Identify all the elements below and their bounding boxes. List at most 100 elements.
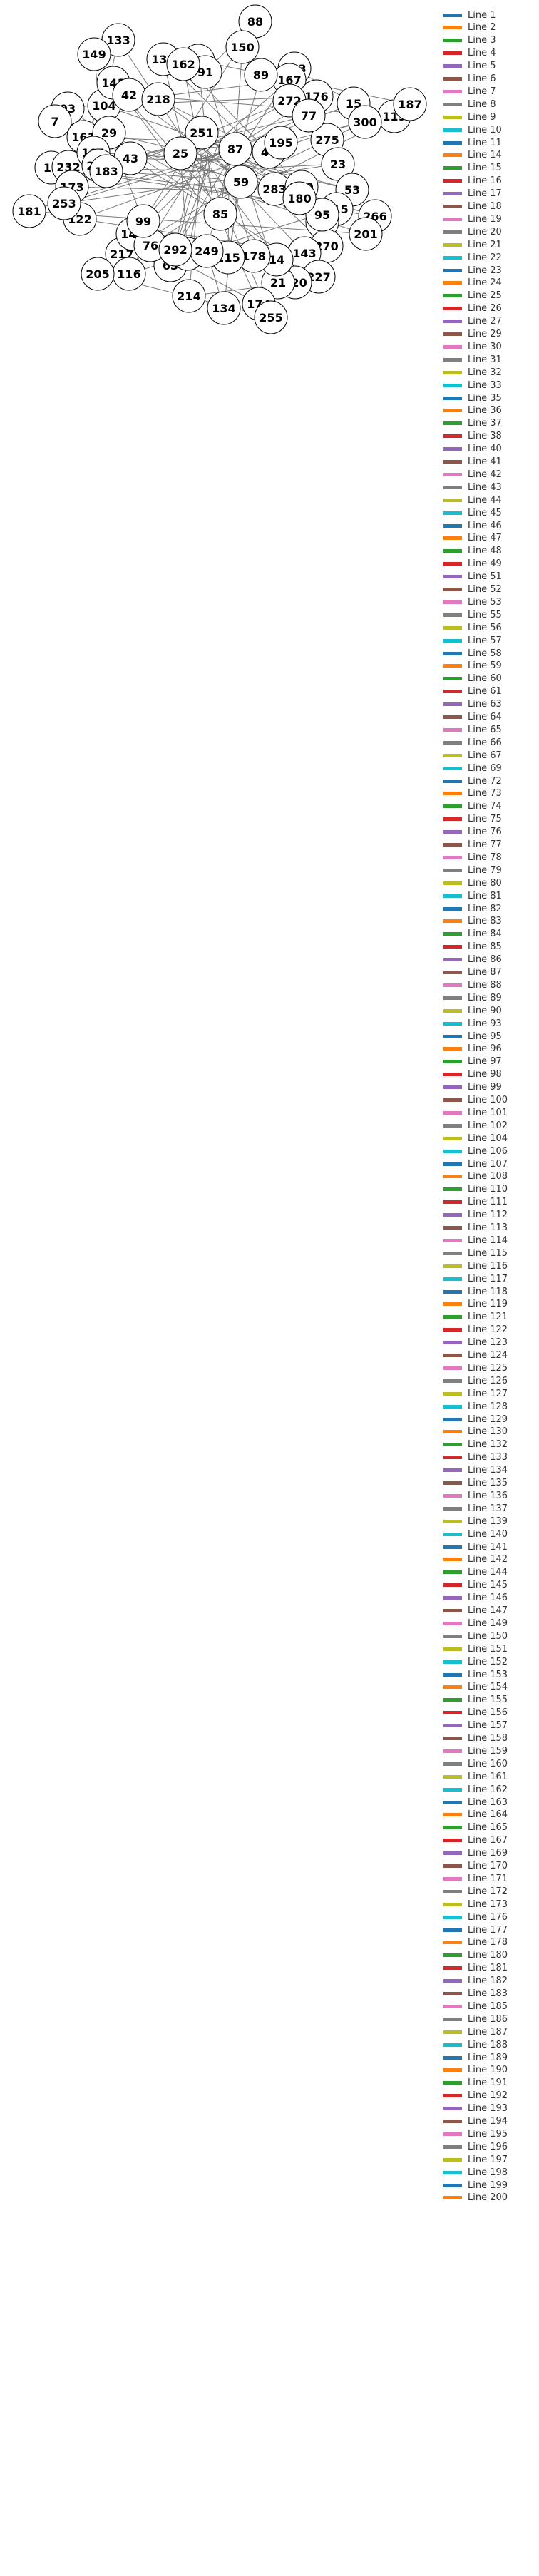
legend-swatch — [443, 2157, 462, 2162]
node-label: 292 — [163, 243, 187, 257]
legend-item: Line 65 — [443, 725, 502, 735]
node-label: 300 — [353, 116, 376, 129]
legend-label: Line 196 — [468, 2141, 508, 2152]
legend-label: Line 165 — [468, 1822, 508, 1834]
legend-item: Line 111 — [443, 1197, 508, 1207]
legend-swatch — [443, 1506, 462, 1511]
legend-label: Line 53 — [468, 596, 502, 608]
legend-item: Line 170 — [443, 1861, 508, 1871]
node-label: 88 — [247, 15, 263, 29]
legend-item: Line 177 — [443, 1925, 508, 1936]
legend-item: Line 127 — [443, 1389, 508, 1399]
graph-node: 255 — [254, 300, 288, 334]
legend-item: Line 29 — [443, 329, 502, 339]
graph-node: 251 — [185, 116, 219, 150]
graph-node: 134 — [207, 291, 241, 325]
legend-item: Line 137 — [443, 1503, 508, 1514]
legend-item: Line 160 — [443, 1759, 508, 1769]
graph-edge — [63, 150, 242, 204]
legend-swatch — [443, 1123, 462, 1128]
legend-swatch — [443, 1187, 462, 1192]
legend-item: Line 162 — [443, 1784, 508, 1795]
legend-label: Line 59 — [468, 660, 502, 672]
legend-label: Line 44 — [468, 494, 502, 506]
legend-swatch — [443, 2183, 462, 2187]
legend-item: Line 76 — [443, 827, 502, 837]
legend-item: Line 158 — [443, 1733, 508, 1744]
legend-swatch — [443, 1698, 462, 1702]
legend-label: Line 137 — [468, 1503, 508, 1514]
legend-swatch — [443, 1621, 462, 1625]
legend-label: Line 32 — [468, 367, 502, 378]
legend-swatch — [443, 1660, 462, 1664]
legend-swatch — [443, 1391, 462, 1396]
legend-item: Line 48 — [443, 546, 502, 556]
legend-item: Line 163 — [443, 1796, 508, 1808]
legend-label: Line 30 — [468, 341, 502, 352]
legend-item: Line 86 — [443, 954, 502, 965]
legend-label: Line 193 — [468, 2103, 508, 2115]
legend-swatch — [443, 715, 462, 719]
graph-node: 181 — [12, 194, 46, 228]
legend-item: Line 139 — [443, 1516, 508, 1527]
legend-item: Line 97 — [443, 1056, 502, 1067]
node-label: 42 — [121, 88, 137, 102]
legend-swatch — [443, 613, 462, 617]
legend-label: Line 116 — [468, 1260, 508, 1272]
legend-label: Line 195 — [468, 2128, 508, 2140]
legend-swatch — [443, 1826, 462, 1830]
legend-label: Line 79 — [468, 864, 502, 876]
legend-swatch — [443, 1889, 462, 1893]
legend-swatch — [443, 1175, 462, 1179]
legend-swatch — [443, 447, 462, 451]
legend-item: Line 154 — [443, 1682, 508, 1692]
legend-label: Line 51 — [468, 571, 502, 583]
legend-swatch — [443, 1634, 462, 1638]
legend-swatch — [443, 575, 462, 579]
legend-label: Line 46 — [468, 520, 502, 531]
legend-item: Line 8 — [443, 99, 496, 110]
node-circle — [207, 291, 241, 325]
legend-swatch — [443, 1992, 462, 1995]
node-label: 195 — [269, 136, 292, 150]
legend-swatch — [443, 2094, 462, 2098]
legend-label: Line 171 — [468, 1873, 508, 1884]
legend-label: Line 176 — [468, 1911, 508, 1923]
legend-item: Line 14 — [443, 150, 502, 160]
node-label: 253 — [52, 197, 76, 210]
legend-label: Line 163 — [468, 1796, 508, 1808]
legend-label: Line 38 — [468, 431, 502, 442]
graph-node: 187 — [393, 87, 427, 121]
legend-label: Line 126 — [468, 1375, 508, 1386]
legend-label: Line 57 — [468, 635, 502, 646]
legend-item: Line 134 — [443, 1465, 508, 1476]
node-circle — [172, 279, 206, 313]
legend-label: Line 164 — [468, 1809, 508, 1821]
legend-swatch — [443, 1226, 462, 1230]
legend-label: Line 77 — [468, 839, 502, 850]
legend-item: Line 80 — [443, 878, 502, 889]
legend-item: Line 117 — [443, 1274, 508, 1284]
node-circle — [282, 181, 317, 215]
legend-label: Line 186 — [468, 2013, 508, 2025]
node-label: 134 — [212, 302, 235, 315]
legend-item: Line 51 — [443, 571, 502, 583]
legend-swatch — [443, 804, 462, 809]
legend-label: Line 27 — [468, 316, 502, 327]
node-label: 91 — [197, 66, 213, 79]
legend-swatch — [443, 588, 462, 591]
legend-item: Line 49 — [443, 558, 502, 569]
legend-label: Line 2 — [468, 22, 496, 34]
legend-item: Line 125 — [443, 1363, 508, 1374]
legend-swatch — [443, 1085, 462, 1090]
legend-label: Line 6 — [468, 73, 496, 84]
legend-swatch — [443, 344, 462, 349]
legend-swatch — [443, 13, 462, 17]
legend-swatch — [443, 740, 462, 745]
network-graph: 8813315014919313821291167891761511918730… — [12, 4, 427, 334]
legend-item: Line 145 — [443, 1580, 508, 1590]
legend-label: Line 160 — [468, 1758, 508, 1769]
legend-label: Line 45 — [468, 507, 502, 518]
legend-item: Line 93 — [443, 1018, 502, 1029]
legend-label: Line 16 — [468, 175, 502, 187]
